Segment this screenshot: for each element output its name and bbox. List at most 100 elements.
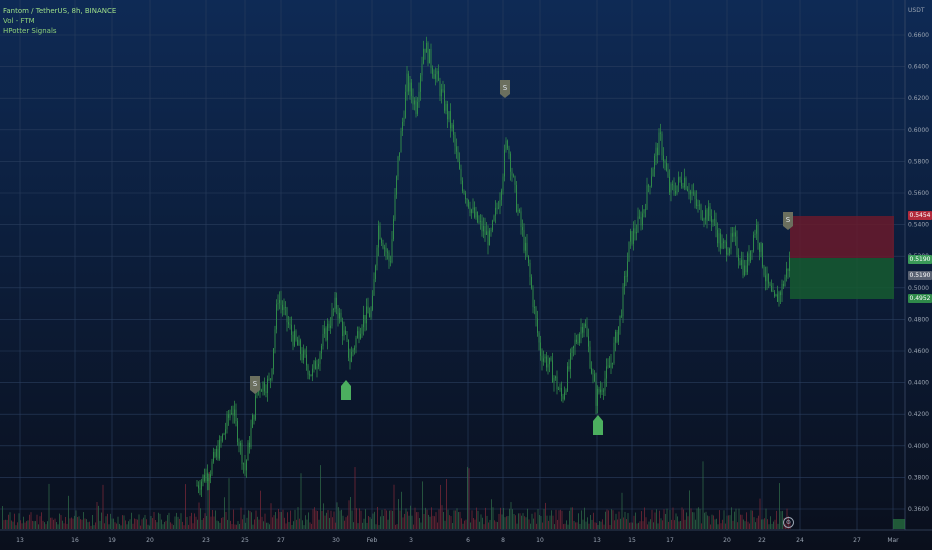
candle-body — [648, 185, 649, 187]
candle-body — [295, 330, 297, 340]
candle-body — [306, 354, 307, 366]
buy-signal-marker[interactable] — [341, 380, 351, 400]
volume-bar — [29, 514, 30, 529]
volume-bar — [684, 519, 686, 529]
candle-body — [673, 185, 675, 192]
indicator-hpotter[interactable]: HPotter Signals — [3, 27, 57, 35]
volume-bar — [95, 522, 96, 529]
candle-body — [369, 313, 370, 318]
volume-bar — [575, 522, 576, 529]
candle-body — [484, 225, 486, 235]
candle-body — [588, 336, 589, 347]
volume-bar — [774, 519, 776, 529]
sell-signal-marker[interactable]: S — [250, 376, 260, 394]
candle-body — [630, 231, 631, 242]
volume-bar — [465, 519, 467, 529]
volume-bar — [764, 518, 765, 529]
instrument-title[interactable]: Fantom / TetherUS, 8h, BINANCE — [3, 7, 117, 15]
candle-body — [318, 363, 319, 367]
candle-body — [652, 169, 654, 177]
volume-bar — [392, 510, 393, 529]
indicator-volume[interactable]: Vol - FTM — [3, 17, 35, 25]
candle-body — [403, 117, 405, 122]
candle-body — [255, 395, 256, 420]
candle-body — [579, 334, 580, 343]
volume-bar — [395, 524, 396, 529]
volume-bar — [699, 508, 701, 529]
candle-body — [654, 156, 655, 170]
volume-bar — [579, 523, 581, 529]
candle-body — [420, 75, 421, 92]
time-tick-label: 19 — [108, 537, 116, 544]
volume-bar — [327, 510, 329, 529]
candle-body — [480, 220, 481, 222]
volume-bar — [269, 524, 270, 529]
candle-body — [735, 232, 736, 237]
candle-body — [501, 190, 502, 200]
sell-signal-marker[interactable]: S — [783, 212, 793, 230]
candle-body — [711, 215, 712, 223]
buy-signal-marker[interactable] — [593, 415, 603, 435]
volume-bar — [555, 509, 557, 529]
candle-body — [510, 153, 511, 172]
candle-body — [454, 134, 456, 147]
sell-signal-marker[interactable]: S — [500, 80, 510, 98]
volume-bar — [572, 507, 573, 529]
volume-bar — [48, 483, 50, 529]
volume-bar — [141, 519, 143, 529]
sell-signal-label: S — [786, 216, 791, 224]
volume-bar — [674, 520, 675, 529]
candle-body — [676, 185, 678, 194]
candle-body — [547, 364, 549, 368]
volume-bar — [393, 484, 395, 529]
candle-body — [553, 377, 555, 383]
volume-bar — [728, 515, 729, 529]
volume-bar — [68, 495, 69, 529]
candle-body — [519, 209, 520, 212]
volume-bar — [432, 515, 434, 529]
candle-body — [511, 171, 513, 176]
volume-bar — [66, 523, 68, 529]
candle-body — [346, 334, 348, 340]
volume-bar — [375, 524, 377, 529]
candle-body — [756, 224, 757, 234]
candle-body — [319, 353, 321, 364]
sell-zone — [790, 216, 894, 258]
volume-bar — [447, 509, 449, 529]
candle-body — [246, 460, 247, 471]
volume-bar — [612, 510, 614, 529]
volume-bar — [272, 517, 273, 529]
volume-bar — [309, 522, 311, 529]
candle-body — [297, 339, 298, 346]
volume-bar — [731, 507, 732, 529]
volume-bar — [128, 521, 129, 529]
candle-body — [385, 247, 387, 252]
volume-bar — [252, 524, 254, 529]
candle-body — [285, 307, 286, 308]
chart-settings-icon[interactable]: ⚙ — [783, 517, 794, 528]
volume-bar — [333, 511, 335, 529]
candle-body — [613, 342, 615, 364]
candle-body — [252, 414, 253, 428]
candle-body — [739, 260, 741, 266]
candle-body — [288, 322, 289, 325]
volume-bar — [276, 518, 278, 529]
volume-bar — [26, 521, 27, 529]
time-axis[interactable]: 13 16 19 20 23 25 27 30 Feb 3 6 8 10 13 15 17 20 22 24 27 Ma… — [16, 537, 899, 544]
volume-bar — [221, 517, 222, 529]
candle-body — [522, 227, 523, 231]
volume-bar — [701, 523, 702, 529]
volume-bar — [171, 523, 173, 529]
price-tick-label: 0.5800 — [908, 158, 929, 165]
candle-body — [436, 71, 438, 75]
candle-body — [516, 184, 517, 212]
volume-bar — [734, 511, 735, 529]
sell-signal-shape — [783, 212, 793, 230]
candle-body — [505, 140, 507, 150]
volume-bar — [512, 509, 513, 529]
candle-body — [256, 392, 258, 396]
volume-bar — [585, 521, 587, 529]
volume-bar — [750, 510, 752, 529]
volume-bar — [39, 516, 41, 529]
